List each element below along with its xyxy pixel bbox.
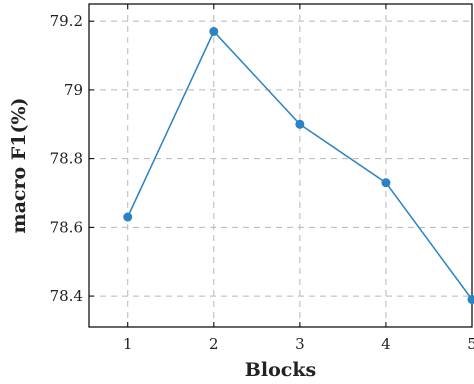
series-layer (123, 26, 474, 305)
y-tick-label: 78.6 (50, 218, 83, 236)
data-point (467, 295, 474, 305)
grid (89, 4, 473, 327)
x-axis-title: Blocks (245, 359, 316, 381)
x-tick-label: 5 (467, 335, 474, 353)
x-tick-label: 4 (381, 335, 391, 353)
x-tick-label: 2 (209, 335, 219, 353)
data-point (209, 26, 219, 36)
y-tick-label: 78.8 (50, 150, 83, 168)
y-tick-label: 79 (64, 81, 83, 99)
data-point (381, 178, 391, 188)
axis-ticks: 1 2 3 4 5 78.4 78.6 78.8 79 79.2 (50, 4, 474, 353)
x-tick-label: 1 (123, 335, 133, 353)
data-point (123, 212, 133, 222)
y-tick-label: 78.4 (50, 287, 83, 305)
y-tick-label: 79.2 (50, 12, 83, 30)
plot-frame (88, 3, 473, 328)
y-axis-title: macro F1(%) (8, 97, 30, 233)
data-point (295, 119, 305, 129)
x-tick-label: 3 (295, 335, 305, 353)
